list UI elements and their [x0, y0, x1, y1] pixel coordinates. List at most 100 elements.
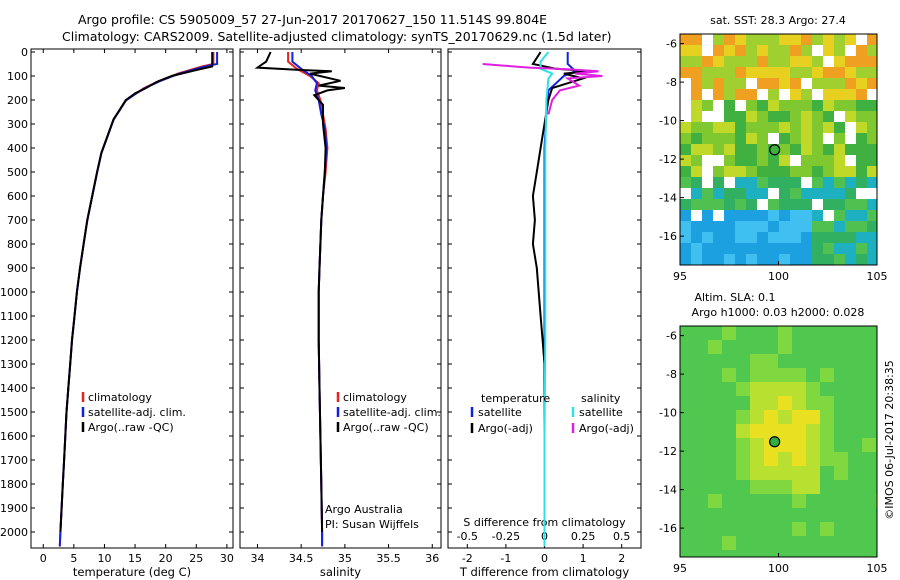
- map-cell: [708, 382, 722, 396]
- map-cell: [722, 466, 736, 480]
- map-cell: [694, 494, 708, 508]
- map-cell: [845, 188, 856, 199]
- map-cell: [694, 424, 708, 438]
- map-x-tick-label: 95: [673, 562, 687, 575]
- y-tick-label: 1200: [0, 334, 28, 347]
- map-cell: [862, 354, 876, 368]
- map-cell: [746, 144, 757, 155]
- map-cell: [806, 452, 820, 466]
- map-cell: [694, 326, 708, 340]
- map-cell: [735, 210, 746, 221]
- map-x-tick-label: 100: [768, 562, 789, 575]
- map-cell: [691, 100, 702, 111]
- map-cell: [790, 210, 801, 221]
- map-cell: [736, 410, 750, 424]
- map-cell: [680, 177, 691, 188]
- map-cell: [834, 56, 845, 67]
- map-cell: [812, 166, 823, 177]
- argo-location-marker: [769, 144, 781, 156]
- map-cell: [750, 326, 764, 340]
- map-cell: [862, 550, 876, 557]
- y-tick-label: 1600: [0, 430, 28, 443]
- map-y-tick-label: -8: [666, 368, 677, 381]
- map-cell: [708, 410, 722, 424]
- map-cell: [856, 78, 867, 89]
- map-cell: [845, 254, 856, 265]
- map-cell: [757, 111, 768, 122]
- map-cell: [750, 452, 764, 466]
- legend-label: climatology: [88, 391, 152, 404]
- y-tick-label: 500: [7, 166, 28, 179]
- map-cell: [735, 144, 746, 155]
- map-cell: [778, 452, 792, 466]
- map-cell: [867, 254, 877, 265]
- chart-panel-salinity: 34 34.5 35 35.5 36 salinity climatology satelli…: [239, 48, 442, 579]
- map-cell: [834, 396, 848, 410]
- map-cell: [856, 199, 867, 210]
- map-cell: [757, 177, 768, 188]
- map-cell: [834, 133, 845, 144]
- map-cell: [691, 78, 702, 89]
- map-panel-sla-map: -6 -8 -10 -12 -14 -16 95 100 105: [659, 325, 888, 575]
- map-cell: [724, 221, 735, 232]
- legend-label: satellite: [579, 406, 623, 419]
- annotation-institution: Argo Australia: [325, 503, 403, 516]
- map-cell: [792, 424, 806, 438]
- map-cell: [823, 122, 834, 133]
- map-y-tick-label: -6: [666, 330, 677, 343]
- map-cell: [806, 368, 820, 382]
- map-cell: [845, 177, 856, 188]
- map-cell: [823, 177, 834, 188]
- map-cell: [713, 166, 724, 177]
- map-cell: [856, 144, 867, 155]
- map-cell: [735, 111, 746, 122]
- map-cell: [768, 34, 779, 45]
- map-cell: [708, 550, 722, 557]
- map-cell: [768, 78, 779, 89]
- map-cell: [856, 210, 867, 221]
- map-cell: [750, 424, 764, 438]
- map-cell: [680, 155, 691, 166]
- y-tick-label: 2000: [0, 526, 28, 539]
- map-cell: [779, 56, 790, 67]
- map-cell: [722, 354, 736, 368]
- map-cell: [691, 122, 702, 133]
- map-cell: [680, 243, 691, 254]
- map-cell: [694, 340, 708, 354]
- map-cell: [750, 466, 764, 480]
- map-cell: [779, 232, 790, 243]
- map-cell: [746, 78, 757, 89]
- map-cell: [834, 221, 845, 232]
- y-tick-label: 1100: [0, 310, 28, 323]
- map-cell: [735, 45, 746, 56]
- map-cell: [680, 56, 691, 67]
- map-cell: [722, 508, 736, 522]
- map-cell: [834, 34, 845, 45]
- map-cell: [757, 144, 768, 155]
- map-y-tick-label: -14: [659, 484, 677, 497]
- series-line-temperature-2: [59, 52, 214, 533]
- map-cell: [812, 232, 823, 243]
- map-cell: [778, 550, 792, 557]
- map-cell: [856, 166, 867, 177]
- map-cell: [757, 166, 768, 177]
- map-cell: [680, 78, 691, 89]
- map-cell: [735, 188, 746, 199]
- figure-title-line2: Climatology: CARS2009. Satellite-adjuste…: [62, 29, 612, 44]
- map-cell: [806, 480, 820, 494]
- map-cell: [713, 221, 724, 232]
- map-cell: [746, 155, 757, 166]
- map-cell: [834, 536, 848, 550]
- map-cell: [862, 326, 876, 340]
- map-cell: [790, 177, 801, 188]
- map-cell: [691, 243, 702, 254]
- map-cell: [757, 78, 768, 89]
- map-cell: [724, 89, 735, 100]
- map-cell: [724, 100, 735, 111]
- map-cell: [812, 254, 823, 265]
- map-cell: [694, 480, 708, 494]
- map-cell: [680, 522, 694, 536]
- map-y-tick-label: -10: [659, 407, 677, 420]
- map-cell: [724, 155, 735, 166]
- map-cell: [724, 166, 735, 177]
